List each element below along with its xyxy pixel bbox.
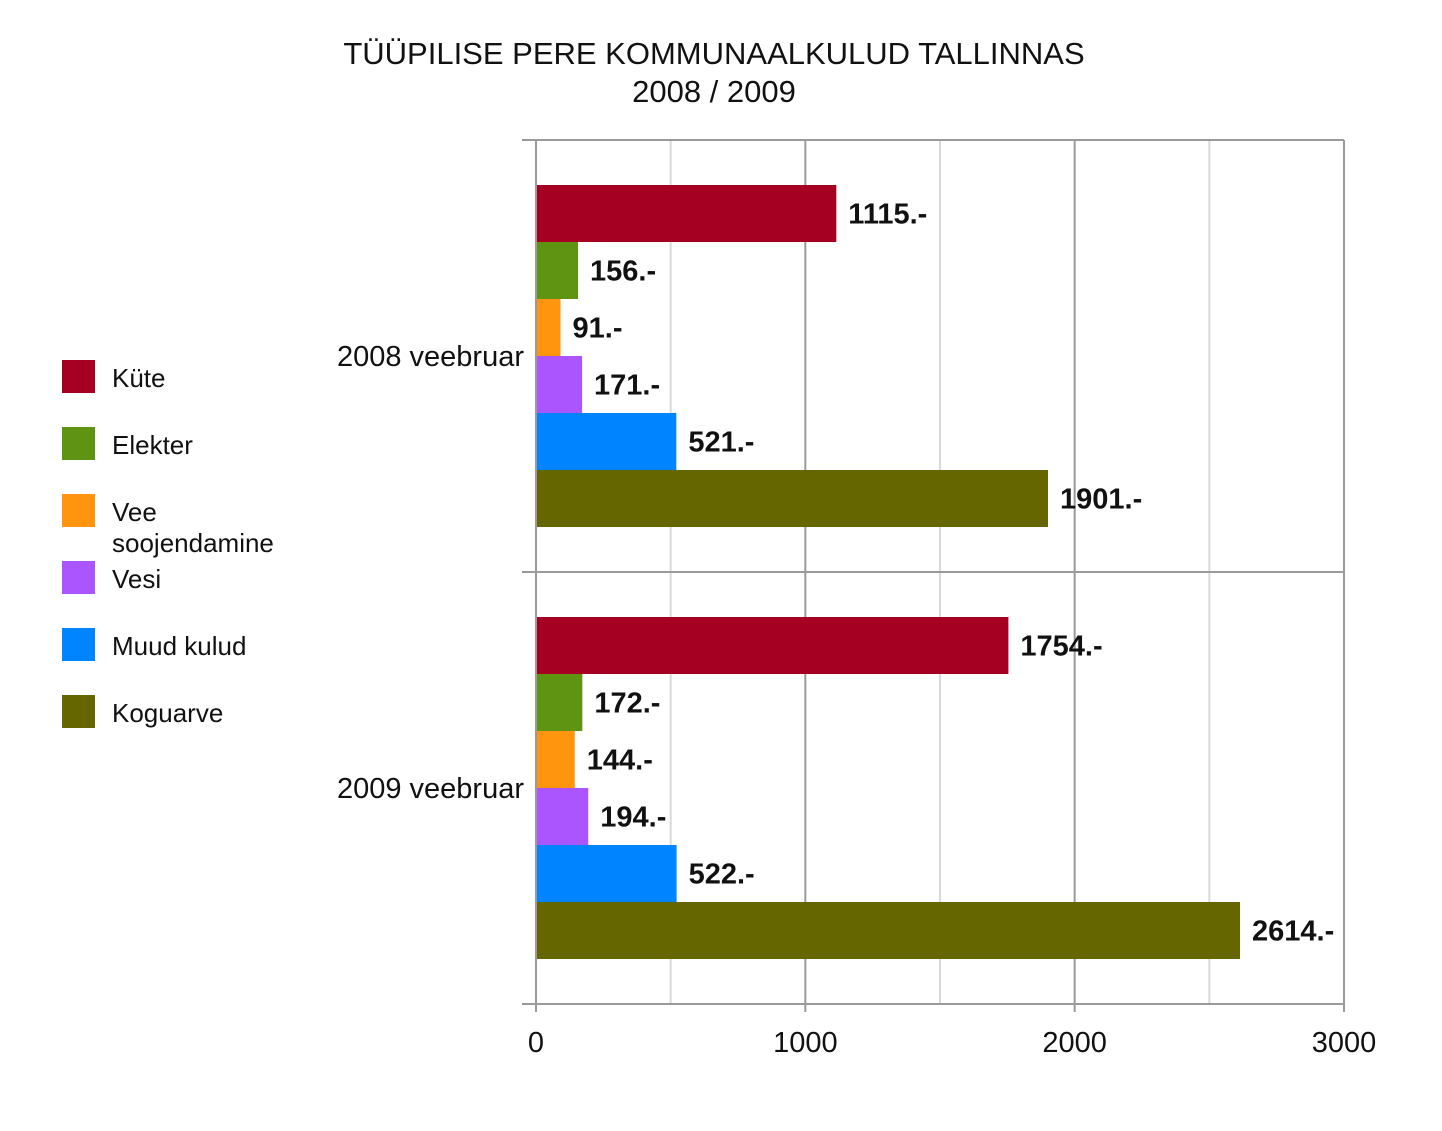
data-label: 172.-: [594, 688, 660, 720]
legend-label: Vesi: [112, 564, 161, 594]
legend-label: Koguarve: [112, 698, 223, 728]
data-label: 521.-: [688, 427, 754, 459]
data-label: 1754.-: [1020, 631, 1102, 663]
data-labels: 1115.- 156.- 91.- 171.- 521.- 1901.- 1754.- 172…: [573, 199, 1335, 948]
data-label: 91.-: [573, 313, 623, 345]
bar: [536, 731, 575, 788]
chart-subtitle: 2008 / 2009: [632, 74, 796, 109]
legend-label-line: Muud kulud: [112, 631, 246, 661]
data-label: 156.-: [590, 256, 656, 288]
data-label: 1901.-: [1060, 484, 1142, 516]
legend-label-line: Vee: [112, 497, 157, 527]
category-label: 2008 veebruar: [337, 341, 524, 373]
legend-label-line: Küte: [112, 363, 166, 393]
x-tick-label: 3000: [1312, 1027, 1377, 1059]
bar: [536, 299, 561, 356]
bar: [536, 413, 677, 470]
legend-label-line: soojendamine: [112, 528, 274, 558]
legend-label: Küte: [112, 363, 166, 393]
bar: [536, 617, 1009, 674]
bar: [536, 356, 583, 413]
data-label: 522.-: [689, 859, 755, 891]
bar: [536, 242, 579, 299]
legend-label: Muud kulud: [112, 631, 246, 661]
legend-label-line: Koguarve: [112, 698, 223, 728]
legend-swatch: [62, 360, 95, 393]
legend-swatch: [62, 561, 95, 594]
legend-swatch: [62, 695, 95, 728]
legend-label: Elekter: [112, 430, 193, 460]
x-tick-label: 2000: [1042, 1027, 1107, 1059]
data-label: 2614.-: [1252, 916, 1334, 948]
bar: [536, 902, 1241, 959]
legend: Küte Elekter Vee soojendamine Vesi Muud kulud…: [62, 360, 274, 728]
data-label: 194.-: [600, 802, 666, 834]
legend-label: Vee soojendamine: [112, 497, 274, 558]
data-label: 171.-: [594, 370, 660, 402]
bars: [536, 185, 1241, 959]
x-tick-label: 0: [528, 1027, 544, 1059]
bar: [536, 788, 589, 845]
category-label: 2009 veebruar: [337, 773, 524, 805]
axes: 0 1000 2000 3000 2008 veebruar 2009 veebruar: [337, 139, 1377, 1059]
bar: [536, 185, 837, 242]
chart-title: TÜÜPILISE PERE KOMMUNAALKULUD TALLINNAS: [343, 36, 1084, 71]
bar: [536, 674, 583, 731]
data-label: 144.-: [587, 745, 653, 777]
legend-swatch: [62, 494, 95, 527]
legend-swatch: [62, 427, 95, 460]
x-tick-label: 1000: [773, 1027, 838, 1059]
data-label: 1115.-: [848, 199, 927, 231]
legend-label-line: Vesi: [112, 564, 161, 594]
bar: [536, 845, 677, 902]
bar: [536, 470, 1049, 527]
legend-swatch: [62, 628, 95, 661]
legend-label-line: Elekter: [112, 430, 193, 460]
